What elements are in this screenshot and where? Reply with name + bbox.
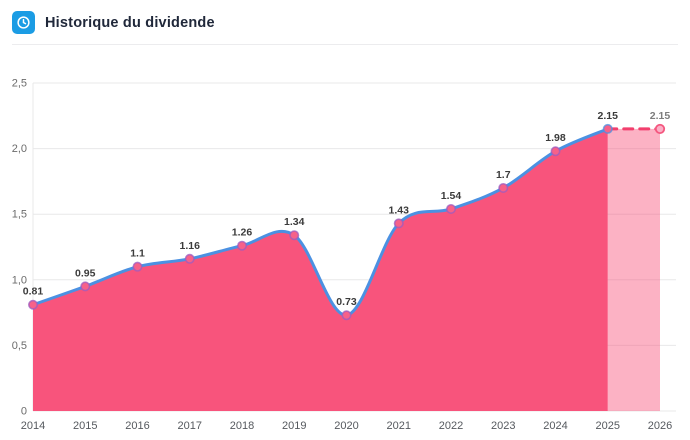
- dividend-chart-svg: 0 0,5 1,0 1,5 2,0 2,5 2014 2015 2016 2017 2018 2019…: [12, 78, 676, 432]
- clock-icon: [12, 11, 35, 34]
- data-label-2022: 1.54: [441, 190, 462, 202]
- x-axis-tick-label: 2023: [491, 420, 515, 432]
- data-label-2014: 0.81: [23, 286, 44, 298]
- y-axis-tick-label: 2,0: [12, 143, 27, 155]
- data-point-marker-2019[interactable]: [289, 230, 300, 241]
- x-axis-tick-label: 2020: [334, 420, 358, 432]
- data-point-marker-2025[interactable]: [602, 123, 613, 134]
- x-axis-tick-label: 2025: [596, 420, 620, 432]
- data-label-2025: 2.15: [598, 110, 619, 122]
- data-label-2020: 0.73: [336, 296, 357, 308]
- card-header: Historique du dividende: [0, 0, 690, 44]
- projection-area: [607, 128, 660, 412]
- header-divider: [12, 44, 678, 45]
- data-point-marker-2022[interactable]: [445, 203, 456, 214]
- y-axis-tick-label: 0,5: [12, 340, 27, 352]
- x-axis-tick-label: 2015: [73, 420, 97, 432]
- x-axis-tick-label: 2014: [21, 420, 45, 432]
- data-point-marker-2016[interactable]: [132, 261, 143, 272]
- x-axis-tick-label: 2021: [387, 420, 411, 432]
- x-axis-tick-label: 2024: [543, 420, 567, 432]
- data-label-2026: 2.15: [650, 110, 671, 122]
- data-label-2015: 0.95: [75, 267, 96, 279]
- page-title: Historique du dividende: [45, 14, 215, 31]
- data-point-marker-2020[interactable]: [341, 310, 352, 321]
- data-point-marker-2024[interactable]: [550, 146, 561, 157]
- data-label-2023: 1.7: [496, 169, 511, 181]
- data-point-marker-2014[interactable]: [27, 299, 38, 310]
- data-point-marker-2018[interactable]: [237, 240, 248, 251]
- y-axis-tick-label: 1,5: [12, 209, 27, 221]
- data-label-2017: 1.16: [180, 240, 201, 252]
- x-axis-tick-label: 2022: [439, 420, 463, 432]
- y-axis-tick-label: 1,0: [12, 274, 27, 286]
- data-label-2018: 1.26: [232, 227, 253, 239]
- data-label-2021: 1.43: [389, 204, 410, 216]
- y-axis-tick-label: 2,5: [12, 78, 27, 90]
- data-label-2024: 1.98: [545, 132, 566, 144]
- data-point-marker-2017[interactable]: [184, 253, 195, 264]
- data-point-marker-2015[interactable]: [80, 281, 91, 292]
- x-axis-tick-label: 2018: [230, 420, 254, 432]
- data-label-2019: 1.34: [284, 216, 305, 228]
- data-point-marker-2021[interactable]: [393, 218, 404, 229]
- y-axis-tick-label: 0: [21, 406, 27, 418]
- data-point-marker-2026[interactable]: [654, 123, 666, 135]
- x-axis-tick-label: 2017: [178, 420, 202, 432]
- series-area-fill: [33, 128, 608, 412]
- data-label-2016: 1.1: [130, 248, 145, 260]
- x-axis-tick-label: 2026: [648, 420, 672, 432]
- x-axis-tick-label: 2016: [125, 420, 149, 432]
- data-point-marker-2023[interactable]: [498, 182, 509, 193]
- x-axis-tick-label: 2019: [282, 420, 306, 432]
- dividend-chart[interactable]: 0 0,5 1,0 1,5 2,0 2,5 2014 2015 2016 2017 2018 2019…: [0, 65, 690, 435]
